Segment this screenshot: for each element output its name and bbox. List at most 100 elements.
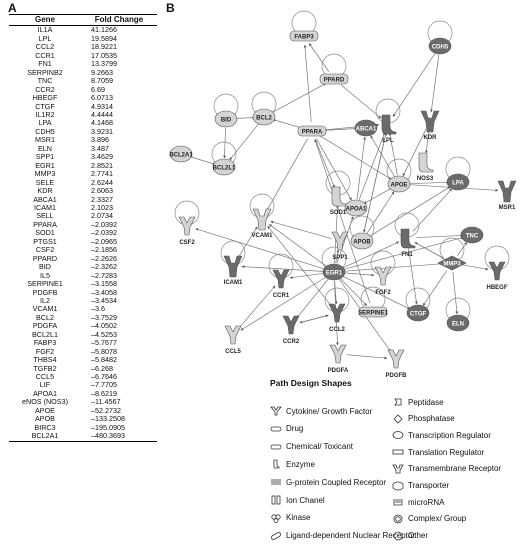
fold-change-cell: –133.2508 bbox=[91, 414, 125, 424]
fold-change-cell: 3.487 bbox=[91, 143, 109, 153]
network-node-bcl2: BCL2 bbox=[252, 108, 276, 126]
node-label: BID bbox=[221, 118, 232, 124]
fold-change-cell: –4.5253 bbox=[91, 329, 117, 339]
table-row: ICAM1 2.1023 bbox=[9, 202, 157, 212]
gene-cell: VCAM1 bbox=[32, 304, 58, 314]
network-node-spp1: SPP1 bbox=[331, 231, 349, 261]
network-node-ccr2: CCR2 bbox=[282, 315, 300, 345]
table-row: FGF2 –5.8078 bbox=[9, 346, 157, 356]
interaction-edge bbox=[369, 186, 451, 237]
gene-cell: TNC bbox=[37, 76, 53, 86]
legend-item: Chemical/ Toxicant bbox=[270, 442, 353, 452]
table-row: FABP3 –5.7677 bbox=[9, 338, 157, 347]
table-row: PDGFA –4.0502 bbox=[9, 321, 157, 330]
fold-change-cell: 19.5894 bbox=[91, 33, 117, 43]
gene-cell: ELN bbox=[38, 143, 52, 153]
self-regulation-loop bbox=[484, 245, 510, 271]
network-node-ppard: PPARD bbox=[319, 73, 349, 85]
fold-change-cell: 4.4444 bbox=[91, 109, 113, 119]
node-label: HBEGF bbox=[487, 285, 508, 291]
gene-cell: ABCA1 bbox=[33, 194, 57, 204]
interaction-edge bbox=[370, 135, 395, 177]
interaction-edge bbox=[407, 180, 450, 185]
interaction-edge bbox=[366, 191, 395, 234]
legend-item: Peptidase bbox=[392, 397, 444, 407]
node-label: FN1 bbox=[401, 252, 413, 258]
fold-change-cell: 3.896 bbox=[91, 135, 109, 145]
network-node-nos3: NOS3 bbox=[417, 152, 434, 182]
legend-label: Cytokine/ Growth Factor bbox=[286, 406, 373, 416]
interaction-edge bbox=[456, 242, 468, 256]
node-label: APOE bbox=[390, 183, 407, 189]
gene-cell: APOA1 bbox=[33, 388, 57, 398]
interaction-edge bbox=[388, 132, 398, 176]
legend-label: Other bbox=[408, 531, 429, 541]
fold-change-cell: –5.8078 bbox=[91, 346, 117, 356]
fold-change-cell: 2.6063 bbox=[91, 186, 113, 196]
interaction-edge bbox=[342, 262, 444, 272]
legend-label: Kinase bbox=[286, 513, 311, 523]
table-header-row: Gene Fold Change bbox=[9, 13, 157, 27]
complex-group-icon bbox=[393, 514, 403, 524]
network-node-pdgfa: PDGFA bbox=[328, 344, 349, 374]
node-label: MMP3 bbox=[443, 262, 461, 268]
gene-cell: SELE bbox=[35, 177, 55, 187]
transcription-regulator-icon bbox=[392, 431, 404, 440]
network-node-ppara: PPARA bbox=[297, 125, 327, 137]
table-row: SOD1 –2.0392 bbox=[9, 228, 157, 238]
table-row: CCL2 18.9221 bbox=[9, 42, 157, 51]
network-node-abca1: ABCA1 bbox=[354, 119, 378, 137]
fold-change-cell: –2.7283 bbox=[91, 270, 117, 280]
interaction-edge bbox=[308, 43, 330, 72]
legend-label: Complex/ Group bbox=[408, 514, 467, 524]
fold-change-cell: –11.4567 bbox=[91, 397, 121, 407]
fold-change-cell: –6.7646 bbox=[91, 372, 117, 382]
self-regulation-loop bbox=[268, 253, 294, 279]
fold-change-cell: –2.1856 bbox=[91, 245, 117, 255]
gene-cell: CTGF bbox=[35, 101, 55, 111]
table-row: BID –2.3262 bbox=[9, 262, 157, 271]
fold-change-cell: 3.4629 bbox=[91, 152, 113, 162]
gene-cell: MSR1 bbox=[35, 135, 55, 145]
node-label: BCL2A1 bbox=[169, 153, 193, 159]
fold-change-cell: –480.3693 bbox=[81, 432, 157, 442]
fold-change-cell: 6.69 bbox=[91, 84, 105, 94]
legend-label: Chemical/ Toxicant bbox=[286, 442, 353, 452]
fold-change-cell: 2.1023 bbox=[91, 202, 113, 212]
panel-a-label: A bbox=[8, 1, 17, 15]
fold-change-cell: –3.6 bbox=[91, 304, 105, 314]
fold-change-cell: –3.4534 bbox=[91, 295, 117, 305]
network-node-ccr1: CCR1 bbox=[272, 269, 290, 299]
fold-change-cell: 17.0535 bbox=[91, 50, 117, 60]
gene-cell: LIF bbox=[39, 380, 51, 390]
node-label: SOD1 bbox=[330, 210, 347, 216]
interaction-edge bbox=[319, 135, 392, 180]
gene-cell: eNOS (NOS3) bbox=[22, 397, 68, 407]
interaction-edge bbox=[315, 139, 336, 188]
node-label: SERPINE1 bbox=[358, 311, 388, 317]
node-label: CCL5 bbox=[225, 349, 241, 355]
interaction-edge bbox=[189, 156, 216, 165]
fold-change-cell: –2.0392 bbox=[91, 219, 117, 229]
network-node-fgf2: FGF2 bbox=[374, 266, 392, 296]
table-row: MSR1 3.896 bbox=[9, 135, 157, 145]
fold-change-cell: 2.7741 bbox=[91, 169, 113, 179]
fold-change-cell: 4.9314 bbox=[91, 101, 113, 111]
table-row: SELE 2.6244 bbox=[9, 177, 157, 187]
table-row: ELN 3.487 bbox=[9, 143, 157, 153]
gene-cell: PDGFB bbox=[32, 287, 58, 297]
table-row: APOA1 –8.6219 bbox=[9, 388, 157, 398]
node-label: CDH5 bbox=[432, 45, 449, 51]
table-row: BCL2A1 –480.3693 bbox=[9, 432, 157, 442]
gene-cell: SERPINB2 bbox=[27, 67, 63, 77]
network-node-apoa1: APOA1 bbox=[344, 199, 368, 217]
table-row: CCR2 6.69 bbox=[9, 84, 157, 94]
table-row: CDH5 3.9231 bbox=[9, 126, 157, 136]
fold-change-cell: 3.9231 bbox=[91, 126, 113, 136]
translation-regulator-icon bbox=[392, 449, 404, 455]
gene-cell: CCL5 bbox=[35, 372, 55, 382]
table-row: TGFB2 –6.268 bbox=[9, 364, 157, 373]
gene-cell: SERPINE1 bbox=[27, 279, 63, 289]
fold-change-cell: –2.0392 bbox=[91, 228, 117, 238]
interaction-edge bbox=[422, 270, 448, 306]
